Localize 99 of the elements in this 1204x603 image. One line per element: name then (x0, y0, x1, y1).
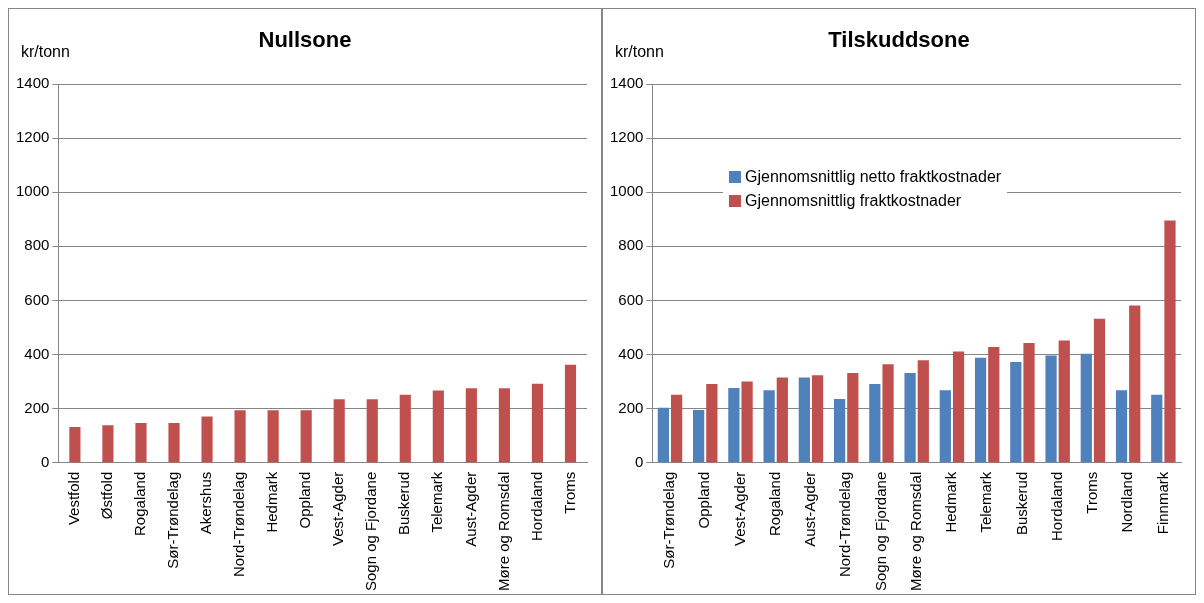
x-tick-label: Oppland (296, 471, 314, 529)
bar (531, 383, 544, 463)
bar (135, 422, 147, 463)
y-tick-label: 1400 (609, 74, 644, 92)
x-tick-label: Aust-Agder (801, 471, 819, 547)
bar (1058, 340, 1070, 463)
y-axis-title: kr/tonn (21, 43, 70, 61)
bar (168, 422, 180, 463)
bar (564, 364, 577, 463)
bar (234, 410, 246, 463)
x-tick-label: Hedmark (942, 471, 960, 533)
y-tick-label: 200 (618, 398, 644, 416)
bar (811, 375, 824, 463)
bar (1129, 305, 1141, 463)
bar (741, 381, 753, 463)
bar (988, 346, 1000, 463)
y-tick-label: 1200 (15, 128, 50, 146)
x-tick-label: Hordaland (527, 471, 545, 541)
x-tick-label: Akershus (197, 471, 215, 535)
legend-label: Gjennomsnittlig fraktkostnader (745, 192, 962, 210)
bar (267, 410, 279, 463)
x-tick-label: Rogaland (131, 471, 149, 536)
bar (1164, 220, 1176, 463)
x-tick-label: Vestfold (65, 471, 83, 526)
bar (498, 388, 510, 463)
y-tick-label: 1000 (609, 182, 644, 200)
x-tick-label: Nord-Trøndelag (230, 471, 248, 578)
x-tick-label: Nordland (1118, 471, 1136, 533)
x-tick-label: Sør-Trøndelag (660, 471, 678, 569)
y-tick-label: 600 (24, 290, 50, 308)
bar (366, 399, 378, 463)
x-tick-label: Telemark (977, 471, 995, 533)
y-tick-label: 400 (24, 344, 50, 362)
bar (432, 390, 444, 463)
y-tick-label: 1000 (15, 182, 50, 200)
x-tick-label: Hedmark (263, 471, 281, 533)
bar (917, 360, 929, 463)
x-tick-label: Hordaland (1047, 471, 1065, 541)
bar (833, 398, 846, 463)
y-tick-label: 400 (618, 344, 644, 362)
x-tick-label: Finnmark (1153, 471, 1171, 535)
y-tick-label: 800 (24, 236, 50, 254)
y-tick-label: 0 (635, 452, 644, 470)
x-tick-label: Sogn og Fjordane (362, 471, 380, 592)
x-tick-label: Sør-Trøndelag (164, 471, 182, 569)
y-axis-title: kr/tonn (615, 43, 664, 61)
bar (974, 357, 987, 463)
bar (847, 372, 859, 463)
x-tick-label: Rogaland (765, 471, 783, 536)
x-tick-label: Troms (1083, 471, 1101, 514)
x-tick-label: Møre og Romsdal (906, 471, 924, 591)
bar (693, 409, 705, 463)
y-tick-label: 1400 (15, 74, 50, 92)
x-tick-label: Vest-Agder (329, 471, 347, 546)
bar (952, 351, 965, 463)
bar (1151, 394, 1163, 463)
bar (882, 364, 894, 463)
bar (706, 384, 718, 463)
bar (201, 416, 213, 463)
x-tick-label: Møre og Romsdal (494, 471, 512, 591)
bar (763, 390, 775, 463)
bar (904, 372, 916, 463)
bar (102, 425, 114, 463)
x-tick-label: Troms (560, 471, 578, 514)
bar (1093, 318, 1106, 463)
x-tick-label: Telemark (428, 471, 446, 533)
bar (939, 390, 951, 463)
bar (670, 394, 683, 463)
x-tick-label: Buskerud (1012, 471, 1030, 536)
x-tick-label: Vest-Agder (730, 471, 748, 546)
chart-title: Nullsone (258, 27, 352, 52)
y-tick-label: 200 (24, 398, 50, 416)
bar (1023, 342, 1035, 463)
y-tick-label: 600 (618, 290, 644, 308)
x-tick-label: Sogn og Fjordane (871, 471, 889, 592)
chart-title: Tilskuddsone (828, 27, 970, 52)
bar (465, 388, 477, 463)
bar (1080, 353, 1092, 463)
bar (798, 377, 810, 463)
bar (728, 388, 740, 463)
x-tick-label: Nord-Trøndelag (836, 471, 854, 578)
bar (657, 407, 669, 463)
bar (1045, 355, 1057, 463)
x-tick-label: Østfold (98, 471, 116, 520)
y-tick-label: 1200 (609, 128, 644, 146)
bar (776, 377, 788, 463)
bar (1010, 362, 1022, 463)
bar (869, 384, 881, 463)
x-tick-label: Buskerud (395, 471, 413, 536)
y-tick-label: 800 (618, 236, 644, 254)
x-tick-label: Oppland (695, 471, 713, 529)
bar (333, 399, 345, 463)
bar (399, 394, 411, 463)
bar (300, 410, 312, 463)
x-tick-label: Aust-Agder (461, 471, 479, 547)
legend-label: Gjennomsnittlig netto fraktkostnader (745, 168, 1002, 186)
bar (69, 427, 81, 463)
bar (1115, 390, 1128, 463)
y-tick-label: 0 (41, 452, 50, 470)
